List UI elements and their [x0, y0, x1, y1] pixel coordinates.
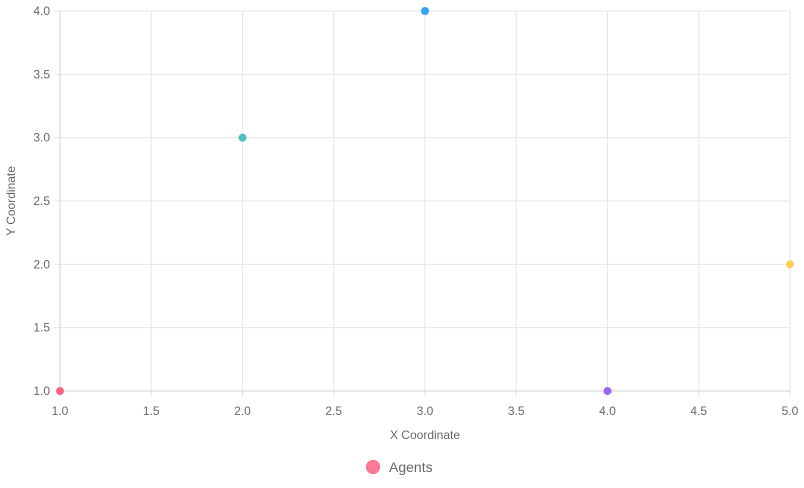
- x-tick-label: 4.0: [599, 404, 616, 418]
- x-tick-label: 1.0: [52, 404, 69, 418]
- data-points: [56, 7, 794, 395]
- y-tick-label: 4.0: [33, 4, 50, 18]
- legend[interactable]: Agents: [366, 459, 433, 475]
- axes: [59, 11, 790, 392]
- tick-labels: 1.0 1.5 2.0 2.5 3.0 3.5 4.0 4.5 5.0 1.0 1.5 2.0 2.5 3…: [33, 4, 798, 418]
- y-tick-label: 2.5: [33, 194, 50, 208]
- x-tick-label: 4.5: [690, 404, 707, 418]
- y-tick-label: 2.0: [33, 257, 50, 271]
- x-tick-label: 3.5: [508, 404, 525, 418]
- x-tick-label: 1.5: [143, 404, 160, 418]
- legend-swatch-agents[interactable]: [366, 460, 380, 474]
- x-tick-label: 3.0: [417, 404, 434, 418]
- y-tick-label: 3.5: [33, 67, 50, 81]
- x-axis-title: X Coordinate: [390, 428, 460, 442]
- data-point[interactable]: [786, 260, 794, 269]
- data-point[interactable]: [421, 7, 429, 15]
- data-point[interactable]: [603, 387, 612, 395]
- x-tick-label: 5.0: [782, 404, 799, 418]
- x-tick-label: 2.0: [234, 404, 251, 418]
- x-tick-label: 2.5: [325, 404, 342, 418]
- grid-lines: [54, 10, 791, 397]
- y-tick-label: 1.0: [33, 384, 50, 398]
- legend-label-agents[interactable]: Agents: [389, 459, 433, 475]
- y-tick-label: 3.0: [33, 131, 50, 145]
- y-tick-label: 1.5: [33, 321, 50, 335]
- y-axis-title: Y Coordinate: [4, 166, 18, 236]
- data-point[interactable]: [238, 133, 247, 142]
- data-point[interactable]: [56, 387, 64, 395]
